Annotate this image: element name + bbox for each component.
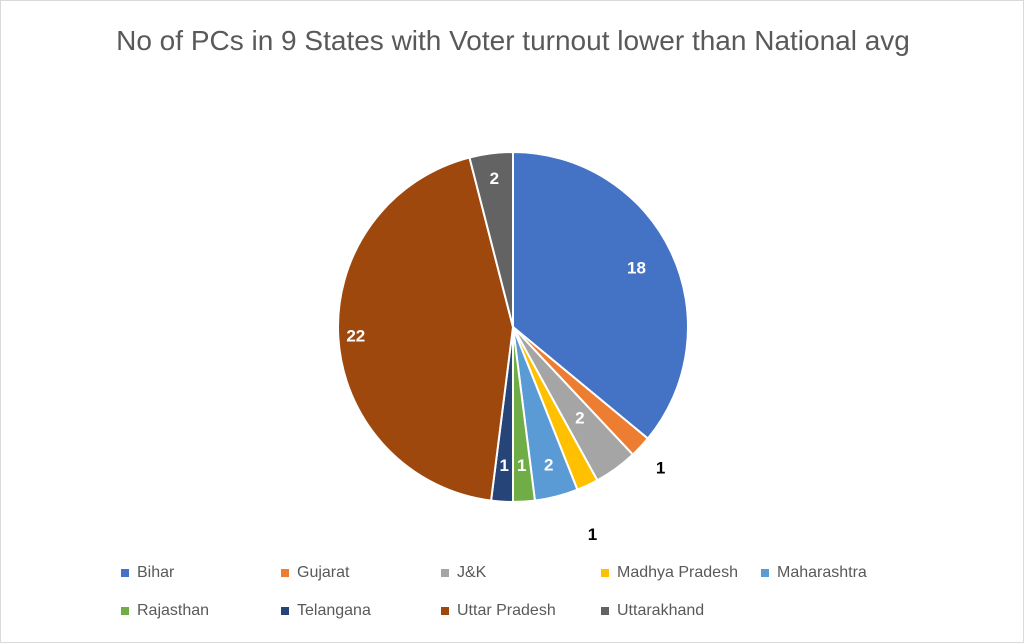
legend-label: Madhya Pradesh [617, 564, 738, 581]
data-label-rajasthan: 1 [517, 456, 526, 475]
data-label-uttarakhand: 2 [490, 169, 499, 188]
data-label-uttar-pradesh: 22 [346, 326, 365, 345]
pie-slice-uttar-pradesh [337, 156, 515, 502]
pie-slice-bihar [512, 150, 689, 440]
data-label-madhya-pradesh: 1 [588, 525, 597, 544]
legend-swatch [441, 569, 449, 577]
legend-swatch [601, 569, 609, 577]
legend-item-uttarakhand: Uttarakhand [601, 602, 704, 620]
legend-swatch [441, 607, 449, 615]
data-label-gujarat: 1 [656, 458, 665, 477]
legend-item-j-k: J&K [441, 564, 486, 582]
chart-legend: Bihar Gujarat J&K Madhya Pradesh Maharashtra… [121, 564, 921, 634]
legend-item-bihar: Bihar [121, 564, 174, 582]
legend-swatch [601, 607, 609, 615]
data-label-telangana: 1 [499, 456, 508, 475]
legend-label: Maharashtra [777, 564, 867, 581]
legend-item-telangana: Telangana [281, 602, 371, 620]
legend-swatch [281, 607, 289, 615]
data-label-j-k: 2 [575, 409, 584, 428]
legend-label: Uttar Pradesh [457, 602, 556, 619]
legend-item-uttar-pradesh: Uttar Pradesh [441, 602, 556, 620]
legend-swatch [281, 569, 289, 577]
data-label-bihar: 18 [627, 258, 646, 277]
legend-swatch [761, 569, 769, 577]
chart-title: No of PCs in 9 States with Voter turnout… [116, 25, 910, 56]
legend-item-rajasthan: Rajasthan [121, 602, 209, 620]
legend-label: Gujarat [297, 564, 350, 581]
legend-item-madhya-pradesh: Madhya Pradesh [601, 564, 738, 582]
data-label-maharashtra: 2 [544, 455, 553, 474]
legend-label: Rajasthan [137, 602, 210, 619]
legend-label: Bihar [137, 564, 175, 581]
legend-item-maharashtra: Maharashtra [761, 564, 867, 582]
legend-label: Uttarakhand [617, 602, 705, 619]
legend-item-gujarat: Gujarat [281, 564, 349, 582]
pie-slices [337, 150, 689, 504]
legend-label: Telangana [297, 602, 371, 619]
legend-swatch [121, 569, 129, 577]
legend-label: J&K [457, 564, 487, 581]
legend-swatch [121, 607, 129, 615]
pie-slice-uttarakhand [468, 150, 514, 328]
